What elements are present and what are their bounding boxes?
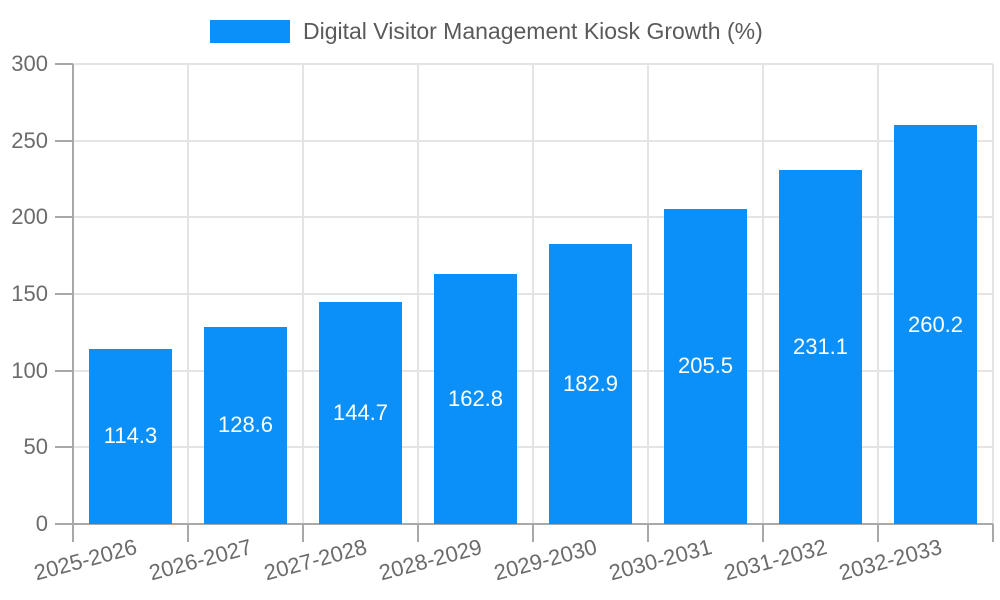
- v-gridline: [647, 64, 649, 524]
- y-axis-tick: [55, 216, 73, 219]
- x-axis-tick: [647, 524, 649, 542]
- y-axis-tick: [55, 369, 73, 372]
- y-axis-tick: [55, 293, 73, 295]
- bar-value-label: 182.9: [562, 370, 619, 396]
- y-axis-tick: [55, 139, 73, 142]
- legend: Digital Visitor Management Kiosk Growth …: [210, 17, 763, 45]
- bar: [204, 326, 287, 524]
- x-axis-tick: [187, 524, 189, 542]
- v-gridline: [532, 64, 534, 524]
- bar: [894, 125, 977, 524]
- y-axis-line: [72, 64, 74, 542]
- bar-value-label: 231.1: [792, 333, 849, 359]
- x-axis-tick: [877, 524, 879, 542]
- y-tick-label: 50: [23, 434, 48, 460]
- bar-value-label: 114.3: [103, 423, 158, 449]
- bar-value-label: 162.8: [447, 386, 504, 412]
- legend-swatch: [210, 19, 290, 43]
- x-axis-tick: [417, 524, 419, 542]
- bar-value-label: 260.2: [907, 311, 964, 337]
- bar-value-label: 144.7: [332, 400, 389, 426]
- y-tick-label: 200: [11, 204, 48, 230]
- bar-value-label: 128.6: [217, 412, 274, 438]
- bar: [779, 169, 862, 524]
- y-tick-label: 0: [35, 511, 48, 536]
- v-gridline: [417, 64, 419, 524]
- y-tick-label: 100: [11, 357, 48, 383]
- v-gridline: [187, 64, 189, 524]
- y-tick-label: 300: [11, 51, 48, 76]
- x-axis-tick: [992, 524, 994, 542]
- y-axis-tick: [55, 446, 73, 449]
- bar: [434, 274, 517, 524]
- v-gridline: [992, 64, 994, 524]
- x-axis-line: [55, 523, 993, 525]
- bar: [549, 243, 632, 524]
- bar: [319, 302, 402, 524]
- v-gridline: [877, 64, 879, 524]
- x-axis-tick: [532, 524, 534, 542]
- y-axis-tick: [55, 63, 73, 65]
- bar: [89, 348, 172, 524]
- bar-value-label: 205.5: [677, 353, 734, 379]
- y-tick-label: 150: [11, 281, 48, 306]
- x-axis-tick: [302, 524, 304, 542]
- v-gridline: [762, 64, 764, 524]
- bar: [664, 208, 747, 524]
- x-axis-tick: [762, 524, 764, 542]
- y-tick-label: 250: [11, 127, 48, 153]
- v-gridline: [302, 64, 304, 524]
- chart-title: Digital Visitor Management Kiosk Growth …: [303, 18, 763, 44]
